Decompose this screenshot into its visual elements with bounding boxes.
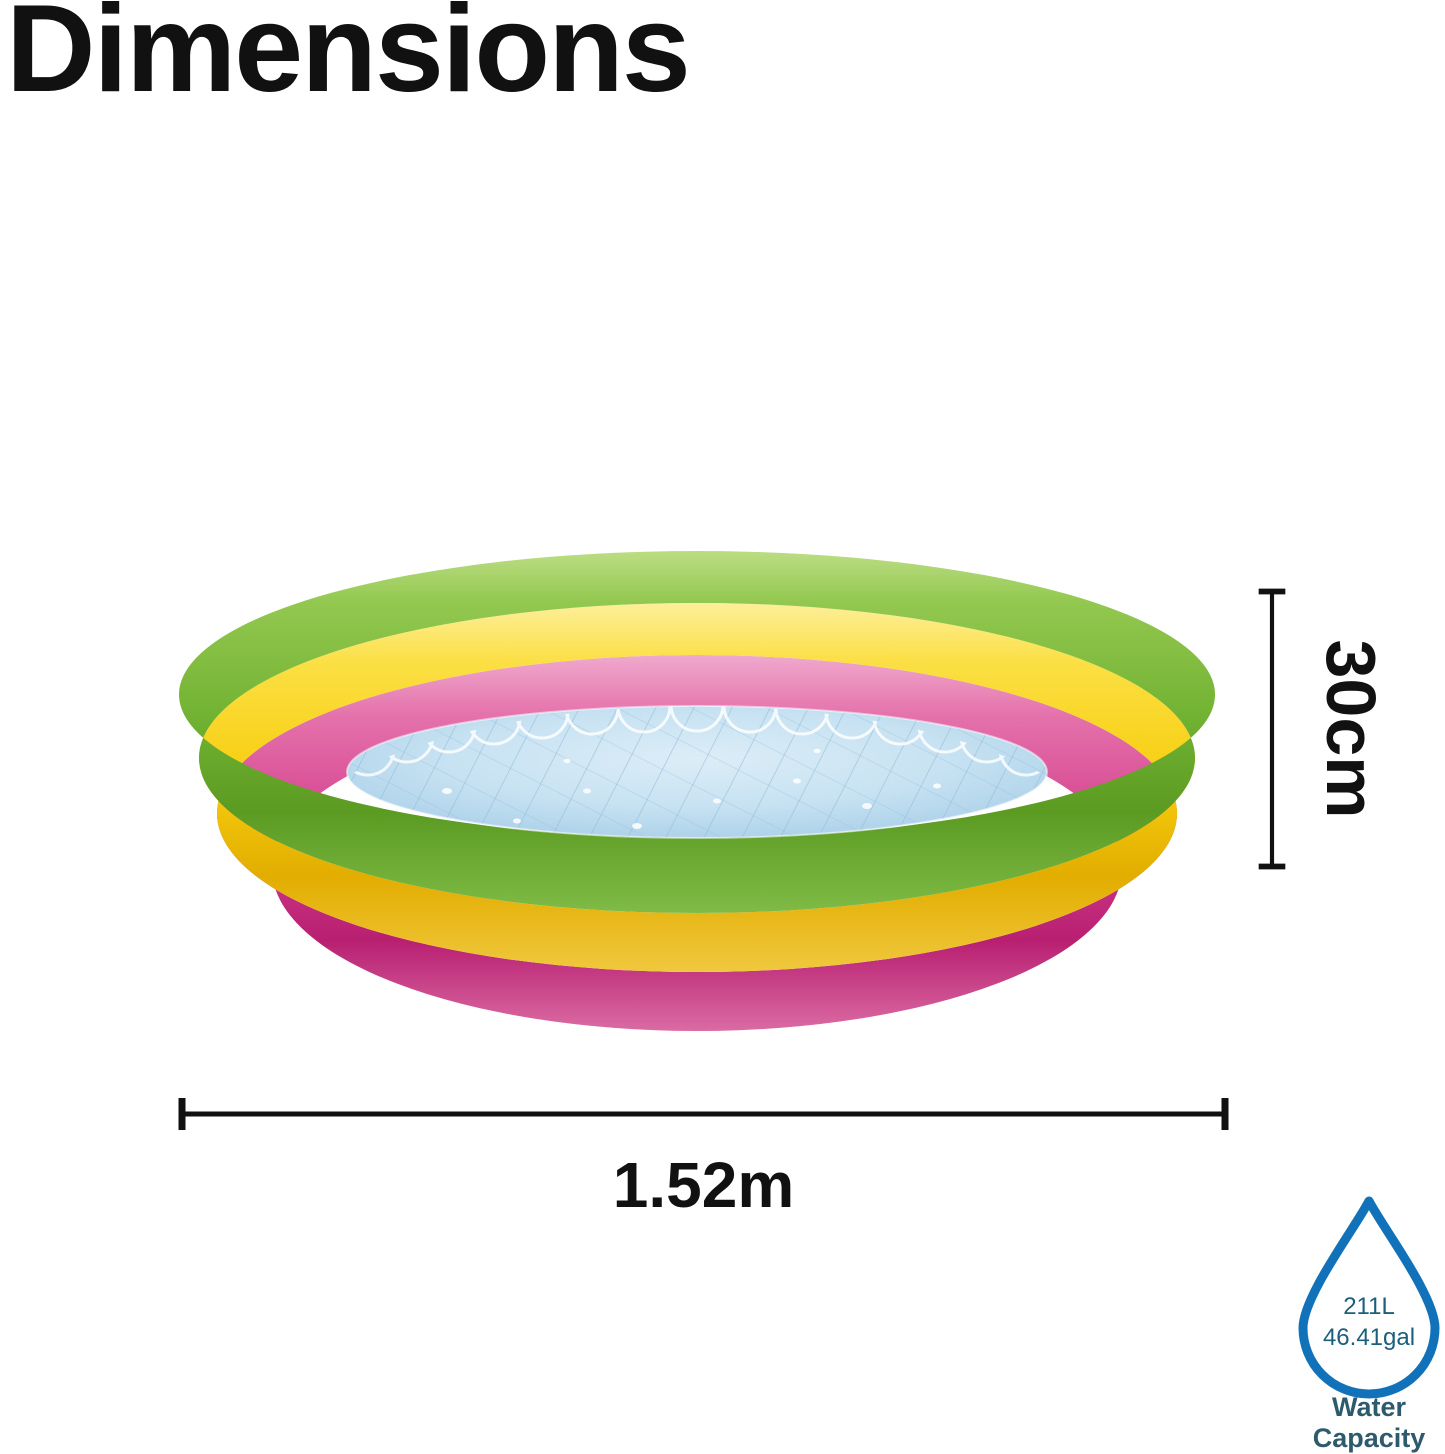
svg-text:211L: 211L bbox=[1343, 1293, 1395, 1320]
svg-text:Capacity: Capacity bbox=[1313, 1423, 1426, 1453]
svg-text:30cm: 30cm bbox=[1312, 639, 1390, 818]
svg-text:Water: Water bbox=[1332, 1392, 1407, 1422]
svg-text:46.41gal: 46.41gal bbox=[1323, 1324, 1415, 1351]
